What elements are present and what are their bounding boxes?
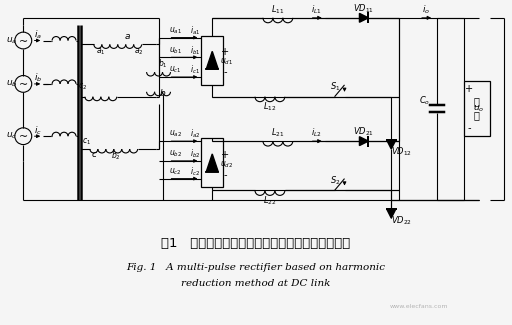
Text: $S_{1}$: $S_{1}$ [330, 81, 341, 93]
Text: +: + [221, 150, 229, 160]
Text: $i_{b2}$: $i_{b2}$ [190, 148, 201, 160]
Text: ~: ~ [18, 36, 28, 46]
Text: $u_a$: $u_a$ [6, 35, 17, 46]
Text: c: c [91, 150, 96, 160]
Text: $S_{2}$: $S_{2}$ [330, 174, 341, 187]
Text: $u_{a1}$: $u_{a1}$ [169, 25, 182, 36]
Polygon shape [359, 137, 369, 146]
Text: -: - [223, 67, 227, 77]
Text: $i_{a2}$: $i_{a2}$ [190, 128, 201, 140]
Text: $C_o$: $C_o$ [419, 95, 431, 107]
Text: $u_{d2}$: $u_{d2}$ [220, 160, 233, 170]
Text: $u_{c2}$: $u_{c2}$ [169, 166, 182, 177]
Text: a: a [125, 32, 131, 41]
Text: $b_2$: $b_2$ [111, 150, 121, 162]
Polygon shape [387, 209, 396, 218]
Text: $L_{21}$: $L_{21}$ [271, 127, 285, 139]
Polygon shape [387, 140, 396, 149]
Text: 载: 载 [474, 111, 480, 121]
Text: $L_{11}$: $L_{11}$ [271, 4, 285, 16]
Text: $u_{c1}$: $u_{c1}$ [169, 65, 182, 75]
Text: reduction method at DC link: reduction method at DC link [181, 279, 331, 288]
Bar [201, 35, 223, 85]
Polygon shape [206, 51, 218, 69]
Bar [464, 82, 489, 136]
Text: -: - [223, 170, 227, 180]
Text: $i_{L1}$: $i_{L1}$ [311, 4, 322, 16]
Text: 负: 负 [474, 97, 480, 107]
Text: $VD_{22}$: $VD_{22}$ [391, 215, 412, 227]
Text: $u_{a2}$: $u_{a2}$ [169, 129, 182, 139]
Text: $u_{b2}$: $u_{b2}$ [169, 149, 182, 159]
Bar [201, 138, 223, 188]
Text: ~: ~ [18, 132, 28, 142]
Text: $i_{c1}$: $i_{c1}$ [190, 64, 200, 76]
Text: $a_2$: $a_2$ [134, 46, 143, 57]
Text: Fig. 1   A multi-pulse rectifier based on harmonic: Fig. 1 A multi-pulse rectifier based on … [126, 263, 386, 272]
Polygon shape [359, 13, 369, 22]
Text: $i_{a1}$: $i_{a1}$ [190, 24, 201, 37]
Text: $i_{b1}$: $i_{b1}$ [190, 44, 201, 57]
Text: +: + [465, 84, 473, 94]
Text: $u_o$: $u_o$ [473, 103, 484, 114]
Text: $i_a$: $i_a$ [34, 28, 42, 41]
Text: $i_{L2}$: $i_{L2}$ [311, 127, 322, 139]
Text: $i_b$: $i_b$ [34, 72, 42, 84]
Text: $i_c$: $i_c$ [34, 124, 42, 136]
Text: $c_2$: $c_2$ [78, 82, 88, 92]
Text: -: - [467, 123, 471, 133]
Text: 图1   基于直流侧有源谐波抑制方法的多脉波整流器: 图1 基于直流侧有源谐波抑制方法的多脉波整流器 [161, 237, 351, 250]
Text: $VD_{12}$: $VD_{12}$ [391, 146, 412, 158]
Text: $b_1$: $b_1$ [158, 58, 167, 71]
Text: b: b [160, 89, 165, 98]
Text: $a_1$: $a_1$ [96, 46, 105, 57]
Text: $u_b$: $u_b$ [6, 79, 17, 89]
Text: $i_o$: $i_o$ [422, 4, 430, 16]
Text: $u_{d1}$: $u_{d1}$ [220, 57, 233, 68]
Text: www.elecfans.com: www.elecfans.com [390, 304, 449, 309]
Text: $VD_{11}$: $VD_{11}$ [353, 3, 374, 15]
Text: $u_c$: $u_c$ [6, 131, 17, 141]
Text: ~: ~ [18, 80, 28, 90]
Text: $VD_{21}$: $VD_{21}$ [353, 126, 374, 138]
Text: $c_1$: $c_1$ [82, 137, 92, 147]
Text: $u_{b1}$: $u_{b1}$ [169, 45, 182, 56]
Text: $i_{c2}$: $i_{c2}$ [190, 165, 200, 178]
Text: $L_{22}$: $L_{22}$ [263, 194, 276, 207]
Polygon shape [206, 154, 218, 172]
Text: $L_{12}$: $L_{12}$ [263, 100, 276, 113]
Text: +: + [221, 47, 229, 57]
